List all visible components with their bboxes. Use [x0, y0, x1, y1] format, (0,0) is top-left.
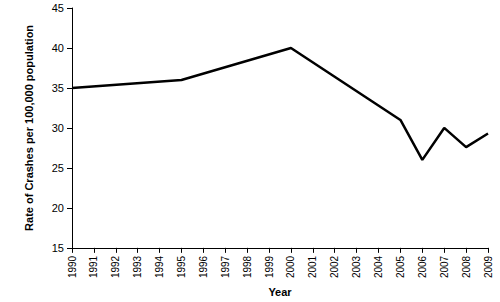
svg-text:2008: 2008 [461, 255, 472, 278]
svg-text:1993: 1993 [132, 255, 143, 278]
svg-text:1999: 1999 [264, 255, 275, 278]
svg-text:45: 45 [52, 2, 64, 14]
svg-text:1998: 1998 [242, 255, 253, 278]
svg-text:25: 25 [52, 162, 64, 174]
svg-text:30: 30 [52, 122, 64, 134]
svg-text:2001: 2001 [307, 255, 318, 278]
svg-text:1996: 1996 [198, 255, 209, 278]
svg-text:40: 40 [52, 42, 64, 54]
svg-text:2009: 2009 [483, 255, 494, 278]
svg-text:1990: 1990 [67, 255, 78, 278]
svg-text:2007: 2007 [439, 255, 450, 278]
svg-text:Year: Year [268, 286, 292, 298]
svg-text:20: 20 [52, 202, 64, 214]
svg-text:1997: 1997 [220, 255, 231, 278]
svg-text:2003: 2003 [351, 255, 362, 278]
svg-text:2002: 2002 [329, 255, 340, 278]
svg-text:1991: 1991 [88, 255, 99, 278]
svg-text:15: 15 [52, 242, 64, 254]
svg-text:Rate of Crashes per 100,000 po: Rate of Crashes per 100,000 population [23, 25, 35, 231]
svg-text:2005: 2005 [395, 255, 406, 278]
svg-text:1992: 1992 [110, 255, 121, 278]
svg-text:1994: 1994 [154, 255, 165, 278]
svg-text:2000: 2000 [285, 255, 296, 278]
svg-text:2004: 2004 [373, 255, 384, 278]
svg-text:1995: 1995 [176, 255, 187, 278]
svg-text:35: 35 [52, 82, 64, 94]
svg-text:2006: 2006 [417, 255, 428, 278]
